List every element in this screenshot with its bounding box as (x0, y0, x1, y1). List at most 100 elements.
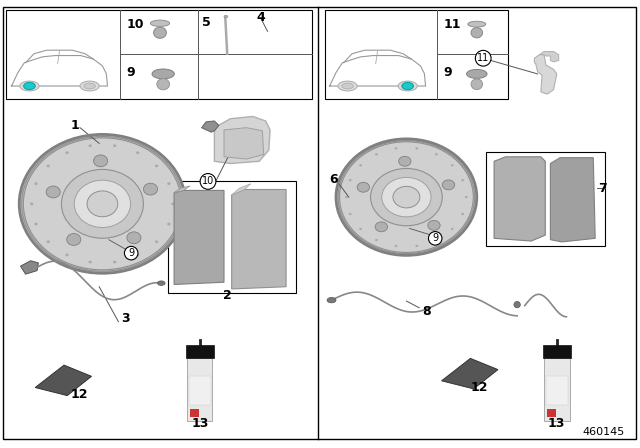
Polygon shape (540, 52, 559, 62)
Ellipse shape (461, 213, 464, 215)
Ellipse shape (357, 182, 369, 192)
Text: 11: 11 (477, 53, 490, 63)
Text: 11: 11 (444, 18, 461, 31)
Ellipse shape (87, 191, 118, 217)
Ellipse shape (402, 83, 413, 89)
Ellipse shape (20, 81, 39, 91)
Ellipse shape (339, 142, 474, 252)
Ellipse shape (113, 144, 116, 147)
Ellipse shape (47, 164, 50, 167)
Ellipse shape (349, 213, 351, 215)
Ellipse shape (415, 147, 418, 150)
Ellipse shape (471, 79, 483, 90)
Bar (190, 409, 199, 417)
Ellipse shape (393, 186, 420, 208)
Ellipse shape (461, 179, 464, 181)
Ellipse shape (93, 155, 108, 167)
Ellipse shape (35, 223, 38, 225)
Bar (546, 376, 568, 405)
Ellipse shape (47, 241, 50, 243)
Ellipse shape (46, 186, 60, 198)
Bar (547, 409, 556, 417)
Ellipse shape (359, 228, 362, 230)
Ellipse shape (338, 81, 357, 91)
Ellipse shape (338, 141, 475, 254)
Ellipse shape (375, 239, 378, 241)
Ellipse shape (24, 138, 182, 270)
Text: 9: 9 (127, 66, 135, 79)
Text: 10: 10 (202, 177, 214, 186)
Polygon shape (224, 128, 264, 159)
Ellipse shape (65, 254, 68, 256)
Ellipse shape (371, 168, 442, 226)
Polygon shape (232, 190, 286, 289)
Ellipse shape (451, 228, 454, 230)
Ellipse shape (127, 232, 141, 244)
Ellipse shape (471, 28, 483, 38)
Ellipse shape (136, 254, 140, 256)
Text: 10: 10 (127, 18, 144, 31)
Text: 5: 5 (202, 16, 211, 29)
Ellipse shape (67, 233, 81, 246)
Ellipse shape (22, 137, 183, 271)
Ellipse shape (395, 245, 397, 247)
Bar (186, 345, 214, 358)
Polygon shape (232, 184, 251, 195)
Text: 9: 9 (432, 233, 438, 243)
Text: 460145: 460145 (582, 427, 625, 437)
Polygon shape (442, 358, 498, 389)
Ellipse shape (415, 245, 418, 247)
Ellipse shape (349, 179, 351, 181)
Ellipse shape (435, 239, 438, 241)
Ellipse shape (465, 196, 468, 198)
Ellipse shape (451, 164, 454, 167)
Text: 9: 9 (444, 66, 452, 79)
Ellipse shape (172, 202, 175, 205)
Ellipse shape (88, 261, 92, 263)
Bar (168, 181, 296, 293)
Polygon shape (35, 365, 92, 396)
Text: 8: 8 (422, 305, 431, 318)
Ellipse shape (467, 69, 487, 78)
Ellipse shape (30, 202, 33, 205)
Polygon shape (20, 261, 38, 274)
Ellipse shape (224, 15, 228, 17)
Text: 2: 2 (223, 289, 232, 302)
Ellipse shape (80, 81, 99, 91)
Bar (325, 10, 508, 99)
Bar (187, 358, 212, 421)
Ellipse shape (61, 169, 143, 238)
Polygon shape (550, 158, 595, 242)
Text: 4: 4 (256, 10, 265, 24)
Ellipse shape (375, 153, 378, 155)
Ellipse shape (442, 180, 454, 190)
Ellipse shape (157, 78, 170, 90)
Ellipse shape (402, 82, 413, 90)
Ellipse shape (428, 220, 440, 230)
Bar (6, 10, 312, 99)
Text: 13: 13 (547, 417, 564, 430)
Ellipse shape (359, 164, 362, 167)
Ellipse shape (155, 164, 158, 167)
Ellipse shape (435, 153, 438, 155)
Text: 13: 13 (192, 417, 209, 430)
Ellipse shape (74, 180, 131, 228)
Text: 6: 6 (330, 172, 338, 186)
Ellipse shape (327, 297, 336, 303)
Ellipse shape (154, 27, 166, 39)
Text: 1: 1 (70, 119, 79, 132)
Ellipse shape (113, 261, 116, 263)
Ellipse shape (375, 222, 387, 232)
Ellipse shape (143, 183, 157, 195)
Ellipse shape (345, 196, 348, 198)
Bar (544, 358, 570, 421)
Ellipse shape (152, 69, 174, 79)
Text: 12: 12 (70, 388, 88, 401)
Ellipse shape (155, 241, 158, 243)
Ellipse shape (514, 302, 520, 308)
Ellipse shape (24, 83, 35, 89)
Ellipse shape (19, 134, 186, 273)
Ellipse shape (88, 144, 92, 147)
Polygon shape (202, 121, 219, 132)
Ellipse shape (342, 83, 353, 89)
